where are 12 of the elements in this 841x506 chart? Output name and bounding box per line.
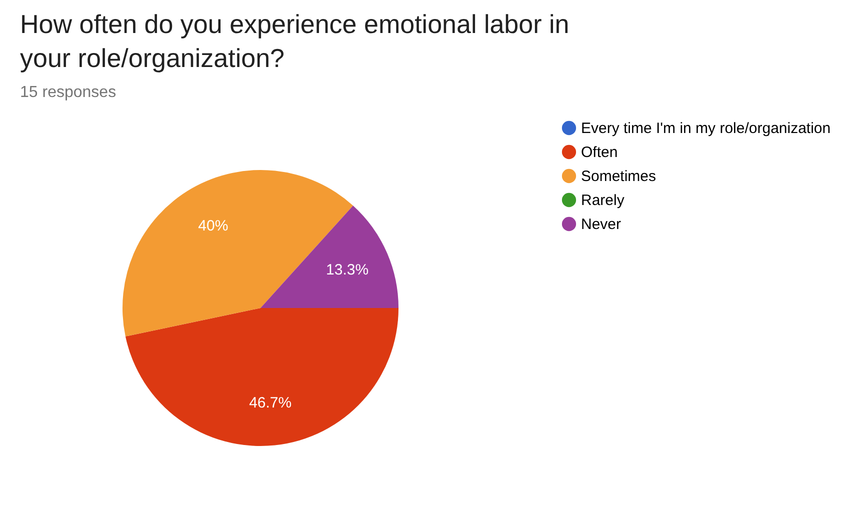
legend-label: Often bbox=[581, 144, 618, 161]
pie-slice bbox=[125, 308, 398, 446]
pie-slice bbox=[260, 206, 398, 308]
data-label: 40% bbox=[198, 218, 228, 235]
legend-label: Rarely bbox=[581, 192, 625, 209]
legend-label: Sometimes bbox=[581, 168, 656, 185]
chart-title: How often do you experience emotional labor in your role/organization? bbox=[20, 9, 570, 73]
data-label: 13.3% bbox=[326, 261, 369, 278]
legend-label: Never bbox=[581, 216, 622, 233]
chart-subtitle: 15 responses bbox=[20, 84, 116, 101]
data-label: 46.7% bbox=[249, 394, 292, 412]
legend-label: Every time I'm in my role/organization bbox=[581, 120, 831, 137]
